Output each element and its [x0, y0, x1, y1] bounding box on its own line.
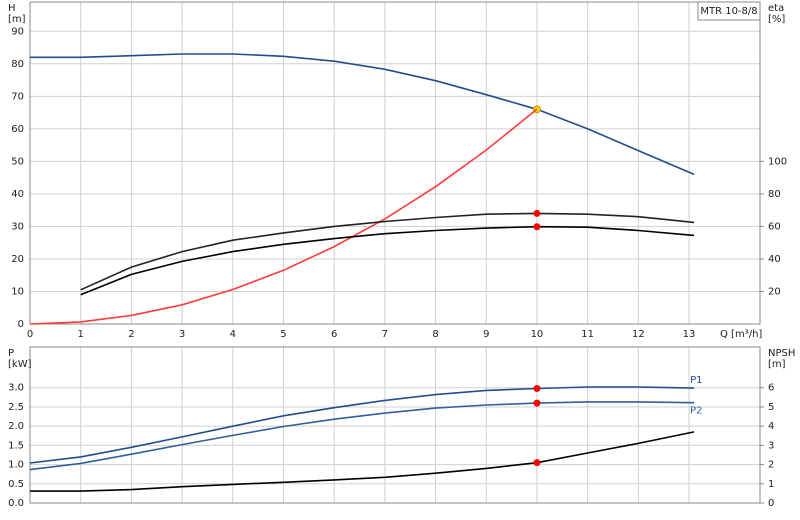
x-tick-label: 7	[382, 329, 388, 340]
duty-point	[533, 384, 541, 392]
x-tick-label: 5	[280, 329, 286, 340]
x-tick-label: 11	[581, 329, 594, 340]
curve	[29, 108, 538, 325]
y-tick-label: 0	[18, 319, 24, 330]
plot-frame	[29, 1, 761, 325]
x-tick-label: 0	[27, 329, 33, 340]
x-tick-label: 13	[683, 329, 696, 340]
y-tick-label: 3.0	[8, 383, 24, 394]
x-tick-label: 6	[331, 329, 337, 340]
series-label: P2	[690, 406, 702, 417]
y-tick-label: 0.0	[8, 498, 24, 509]
y2-tick-label: 80	[768, 189, 781, 200]
duty-point	[533, 399, 541, 407]
y2-tick-label: 0	[768, 498, 774, 509]
x-tick-label: 4	[230, 329, 236, 340]
duty-point	[533, 223, 541, 231]
x-tick-label: 8	[432, 329, 438, 340]
model-box	[697, 1, 761, 21]
x-tick-label: 3	[179, 329, 185, 340]
y-tick-label: 2.5	[8, 402, 24, 413]
y2-axis-label: eta	[768, 3, 784, 14]
y-tick-label: 70	[11, 91, 24, 102]
y-tick-label: 10	[11, 286, 24, 297]
y-axis-unit: [kW]	[8, 359, 32, 370]
curve	[30, 431, 695, 492]
y2-tick-label: 2	[768, 460, 774, 471]
y-axis-unit: [m]	[8, 14, 26, 25]
model-label: MTR 10-8/8	[700, 6, 757, 17]
plot-frame	[29, 346, 761, 504]
curve	[29, 401, 695, 471]
y2-tick-label: 4	[768, 421, 774, 432]
y2-tick-label: 5	[768, 402, 774, 413]
duty-point	[533, 459, 541, 467]
y-tick-label: 2.0	[8, 421, 24, 432]
series-label: P1	[690, 375, 702, 386]
y-tick-label: 1.0	[8, 460, 24, 471]
y-axis-label: H	[8, 3, 16, 14]
y-tick-label: 20	[11, 254, 24, 265]
y-tick-label: 80	[11, 59, 24, 70]
curve	[80, 212, 695, 291]
y2-tick-label: 40	[768, 254, 781, 265]
y-axis-label: P	[8, 348, 14, 359]
y-tick-label: 0.5	[8, 479, 24, 490]
y-tick-label: 40	[11, 189, 24, 200]
y2-tick-label: 100	[768, 156, 787, 167]
y2-tick-label: 60	[768, 221, 781, 232]
curve	[80, 225, 695, 296]
x-tick-label: 2	[128, 329, 134, 340]
y-tick-label: 30	[11, 221, 24, 232]
duty-point	[533, 209, 541, 217]
y-tick-label: 60	[11, 124, 24, 135]
y-tick-label: 90	[11, 26, 24, 37]
y2-tick-label: 1	[768, 479, 774, 490]
x-axis-label: Q [m³/h]	[720, 329, 762, 340]
y2-tick-label: 6	[768, 383, 774, 394]
y2-tick-label: 20	[768, 286, 781, 297]
x-tick-label: 1	[78, 329, 84, 340]
y2-axis-unit: [m]	[768, 359, 786, 370]
y-tick-label: 1.5	[8, 440, 24, 451]
x-tick-label: 10	[531, 329, 544, 340]
y-tick-label: 50	[11, 156, 24, 167]
y2-axis-unit: [%]	[768, 14, 785, 25]
x-tick-label: 9	[483, 329, 489, 340]
y2-axis-label: NPSH	[768, 348, 795, 359]
curve	[30, 53, 695, 176]
y2-tick-label: 3	[768, 440, 774, 451]
x-tick-label: 12	[632, 329, 645, 340]
curve	[29, 386, 695, 464]
